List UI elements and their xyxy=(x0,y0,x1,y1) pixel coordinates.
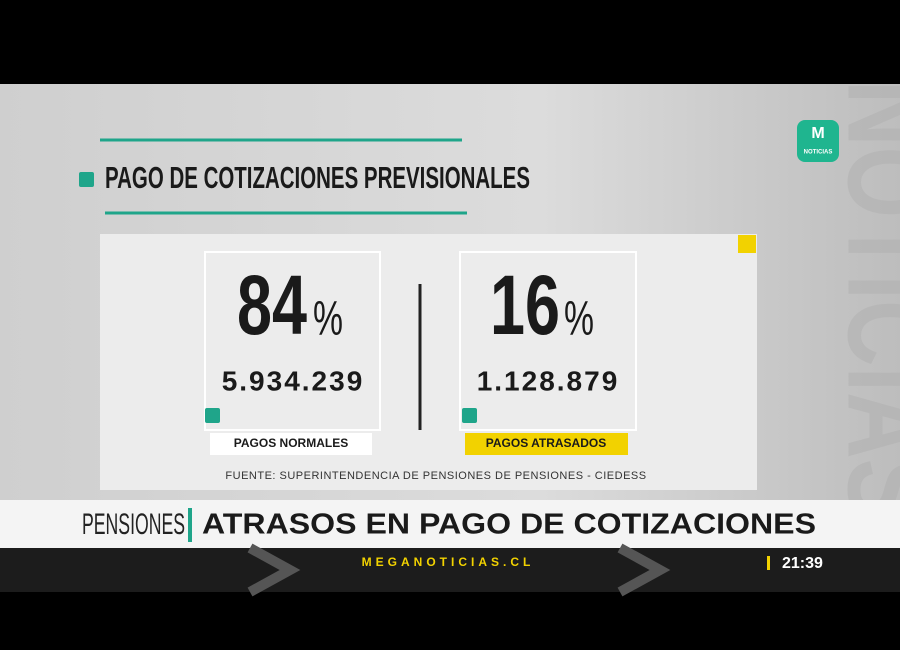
stat-unit: % xyxy=(313,293,343,346)
stat-frame xyxy=(459,251,637,431)
stat-count: 5.934.239 xyxy=(222,365,365,396)
stat-frame xyxy=(204,251,381,431)
time-divider xyxy=(767,556,770,570)
headline: ATRASOS EN PAGO DE COTIZACIONES xyxy=(202,509,816,541)
section: PENSIONES xyxy=(82,508,185,541)
stat-label: PAGOS NORMALES xyxy=(234,436,348,450)
stat-percent: 84 xyxy=(237,258,307,352)
stat-percent: 16 xyxy=(490,258,560,352)
stat-late: 16 % 1.128.879 PAGOS ATRASADOS xyxy=(459,251,637,455)
decor-chevrons xyxy=(247,543,671,597)
time: 21:39 xyxy=(782,555,823,572)
title: PAGO DE COTIZACIONES PREVISIONALES xyxy=(105,160,530,195)
logo-mark: M xyxy=(811,125,824,142)
logo-badge xyxy=(797,120,839,162)
section-divider xyxy=(188,508,192,542)
stat-marker xyxy=(205,408,220,423)
title-marker xyxy=(79,172,94,187)
label-box xyxy=(210,433,372,455)
site: MEGANOTICIAS.CL xyxy=(362,555,535,569)
stat-unit: % xyxy=(564,293,594,346)
panel xyxy=(100,234,757,490)
stat-label: PAGOS ATRASADOS xyxy=(486,436,606,450)
lower-third xyxy=(0,500,900,548)
stat-count: 1.128.879 xyxy=(477,365,620,396)
ticker-bar xyxy=(0,548,900,592)
stat-marker xyxy=(462,408,477,423)
accent xyxy=(738,235,756,253)
label-box xyxy=(465,433,628,455)
logo-label: NOTICIAS xyxy=(804,150,833,156)
stat-normal: 84 % 5.934.239 PAGOS NORMALES xyxy=(204,251,381,455)
source: FUENTE: SUPERINTENDENCIA DE PENSIONES DE… xyxy=(225,470,646,482)
